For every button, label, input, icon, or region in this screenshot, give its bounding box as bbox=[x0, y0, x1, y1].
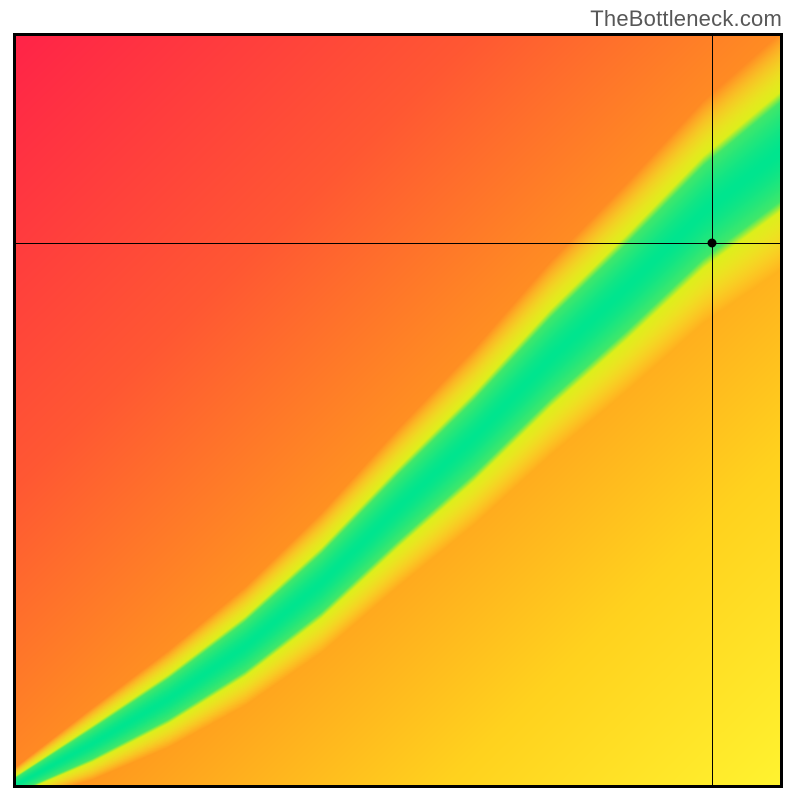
watermark-text: TheBottleneck.com bbox=[590, 6, 782, 32]
plot-frame bbox=[13, 33, 783, 788]
heatmap-canvas bbox=[16, 36, 780, 785]
crosshair-point bbox=[708, 239, 717, 248]
plot-area bbox=[16, 36, 780, 785]
chart-container: TheBottleneck.com bbox=[0, 0, 800, 800]
crosshair-horizontal bbox=[16, 243, 780, 244]
crosshair-vertical bbox=[712, 36, 713, 785]
